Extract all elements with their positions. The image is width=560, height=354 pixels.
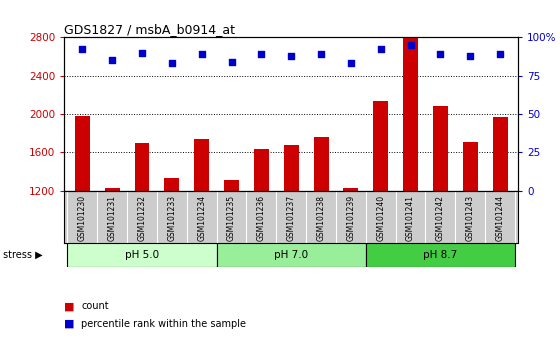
Bar — [343, 188, 358, 190]
Text: pH 5.0: pH 5.0 — [125, 250, 159, 260]
Bar — [463, 142, 478, 190]
Text: pH 7.0: pH 7.0 — [274, 250, 308, 260]
Point — [466, 53, 475, 58]
Bar — [105, 188, 120, 190]
Bar — [75, 116, 90, 190]
Text: GSM101244: GSM101244 — [496, 195, 505, 241]
Bar — [224, 180, 239, 190]
Bar — [284, 144, 298, 190]
Text: GSM101230: GSM101230 — [78, 195, 87, 241]
Bar — [134, 143, 150, 190]
Text: GSM101234: GSM101234 — [197, 195, 206, 241]
Point — [496, 51, 505, 57]
Bar — [194, 139, 209, 190]
Text: GSM101238: GSM101238 — [316, 195, 325, 241]
Text: stress ▶: stress ▶ — [3, 250, 43, 260]
Text: GSM101239: GSM101239 — [347, 195, 356, 241]
Text: GSM101235: GSM101235 — [227, 195, 236, 241]
Point — [197, 51, 206, 57]
Bar — [493, 117, 507, 190]
Point — [167, 61, 176, 66]
Point — [257, 51, 266, 57]
Text: pH 8.7: pH 8.7 — [423, 250, 458, 260]
Point — [376, 47, 385, 52]
Point — [347, 61, 356, 66]
Point — [78, 47, 87, 52]
Text: percentile rank within the sample: percentile rank within the sample — [81, 319, 246, 329]
Text: GSM101240: GSM101240 — [376, 195, 385, 241]
Text: GSM101231: GSM101231 — [108, 195, 116, 241]
Bar — [314, 137, 329, 190]
Text: GSM101242: GSM101242 — [436, 195, 445, 241]
Text: count: count — [81, 301, 109, 311]
Text: GSM101237: GSM101237 — [287, 195, 296, 241]
Bar — [433, 106, 448, 190]
Text: GSM101243: GSM101243 — [466, 195, 475, 241]
Bar — [374, 101, 388, 190]
Point — [108, 57, 116, 63]
Bar — [254, 149, 269, 190]
Bar — [67, 243, 217, 267]
Point — [406, 42, 415, 48]
Point — [436, 51, 445, 57]
Point — [287, 53, 296, 58]
Bar — [165, 178, 179, 190]
Text: GSM101233: GSM101233 — [167, 195, 176, 241]
Text: GDS1827 / msbA_b0914_at: GDS1827 / msbA_b0914_at — [64, 23, 235, 36]
Text: ■: ■ — [64, 319, 75, 329]
Bar — [403, 37, 418, 190]
Text: GSM101241: GSM101241 — [406, 195, 415, 241]
Point — [227, 59, 236, 64]
Point — [316, 51, 325, 57]
Text: GSM101236: GSM101236 — [257, 195, 266, 241]
Bar — [366, 243, 515, 267]
Point — [138, 50, 147, 55]
Bar — [217, 243, 366, 267]
Text: GSM101232: GSM101232 — [138, 195, 147, 241]
Text: ■: ■ — [64, 301, 75, 311]
